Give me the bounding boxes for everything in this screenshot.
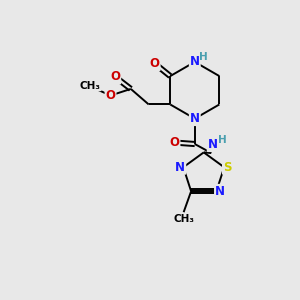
Text: N: N [215, 185, 225, 198]
Text: CH₃: CH₃ [80, 81, 101, 91]
Text: O: O [150, 57, 160, 70]
Text: N: N [190, 56, 200, 68]
Text: N: N [190, 112, 200, 125]
Text: CH₃: CH₃ [173, 214, 194, 224]
Text: H: H [199, 52, 208, 61]
Text: O: O [106, 89, 116, 102]
Text: H: H [218, 135, 227, 145]
Text: N: N [208, 138, 218, 151]
Text: N: N [175, 161, 185, 174]
Text: S: S [223, 161, 231, 174]
Text: O: O [169, 136, 179, 149]
Text: O: O [110, 70, 120, 83]
